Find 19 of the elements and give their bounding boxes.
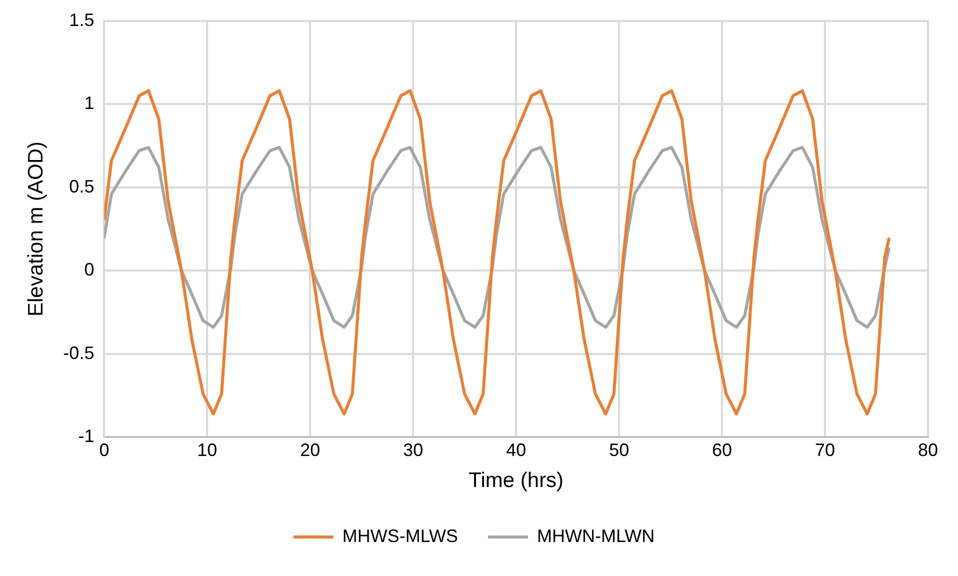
x-tick-label: 10	[197, 440, 218, 460]
x-axis-title: Time (hrs)	[468, 469, 564, 492]
legend-label: MHWS-MLWS	[342, 526, 458, 546]
x-tick-label: 0	[99, 440, 110, 460]
x-tick-label: 80	[918, 440, 938, 460]
y-tick-label: 1	[84, 93, 94, 114]
y-tick-label: -1	[78, 426, 94, 446]
legend-label: MHWN-MLWN	[537, 526, 655, 546]
y-tick-label: 0.5	[69, 176, 94, 196]
y-tick-label: 0	[84, 260, 94, 280]
x-tick-label: 40	[506, 440, 526, 460]
x-tick-label: 30	[403, 440, 424, 460]
x-tick-label: 60	[712, 440, 732, 460]
y-tick-label: -0.5	[63, 342, 94, 363]
x-tick-label: 20	[300, 440, 320, 460]
y-tick-label: 1.5	[69, 10, 94, 30]
y-axis-title: Elevation m (AOD)	[24, 141, 48, 317]
x-tick-label: 50	[609, 440, 630, 460]
x-tick-label: 70	[815, 440, 836, 460]
